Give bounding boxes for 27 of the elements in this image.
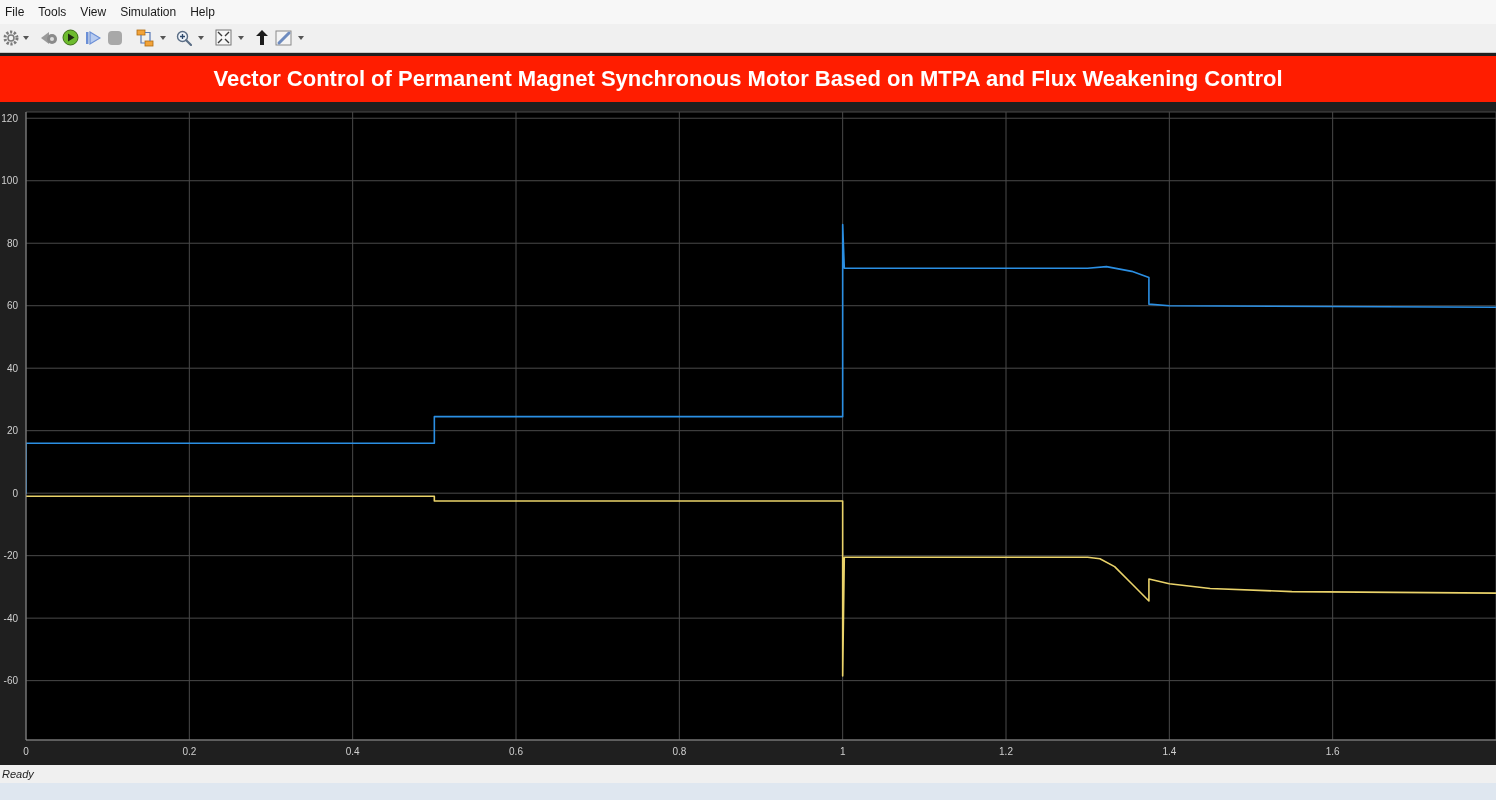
y-tick-label: 60 (6, 300, 19, 312)
x-tick-label: 0 (23, 746, 30, 758)
y-tick-label: 0 (12, 487, 19, 499)
x-tick-label: 0.6 (509, 746, 524, 758)
y-tick-label: -40 (3, 612, 19, 624)
chart-title: Vector Control of Permanent Magnet Synchronous Motor Based on MTPA and Flux Weakening Control (213, 66, 1283, 92)
x-tick-label: 0.2 (182, 746, 197, 758)
y-tick-label: 120 (1, 112, 19, 124)
text: Help (190, 5, 215, 19)
x-tick-label: 1 (839, 746, 846, 758)
y-tick-label: 40 (6, 362, 19, 374)
line-series (26, 495, 1496, 677)
x-tick-label: 0.8 (672, 746, 687, 758)
x-tick-label: 1.6 (1325, 746, 1341, 758)
text: Ready (2, 768, 34, 780)
y-tick-label: 100 (1, 175, 19, 187)
text: Simulation (120, 5, 177, 19)
x-tick-label: 0.4 (345, 746, 361, 758)
x-tick-label: 1.2 (999, 746, 1014, 758)
x-tick-label: 1.4 (1162, 746, 1177, 758)
y-tick-label: -60 (3, 675, 19, 687)
text: File (5, 5, 25, 19)
text: Tools (38, 5, 67, 19)
y-tick-label: 80 (6, 237, 19, 249)
text: View (80, 5, 107, 19)
y-tick-label: 20 (6, 425, 19, 437)
y-tick-label: -20 (3, 550, 19, 562)
